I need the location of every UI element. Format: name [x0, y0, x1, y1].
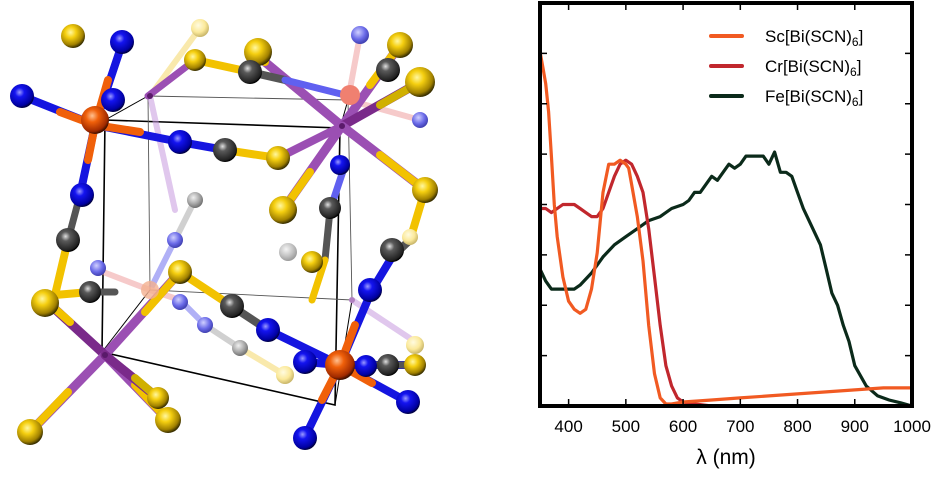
sulfur-atom	[404, 354, 426, 376]
bismuth-atom-back	[349, 297, 355, 303]
x-axis-ticks	[567, 3, 913, 406]
atoms	[10, 24, 438, 450]
nitrogen-atom	[293, 426, 317, 450]
legend-item-cr: Cr[Bi(SCN)6]	[709, 57, 861, 79]
legend-label-cr: Cr[Bi(SCN)6]	[765, 57, 861, 79]
chart-svg: 400 500 600 700 800 900 1000 λ (nm) Sc[Bi(SCN)…	[538, 1, 931, 469]
series-line-fe	[538, 150, 913, 408]
sulfur-atom	[168, 260, 192, 284]
carbon-atom	[380, 238, 404, 262]
carbon-atom	[213, 138, 237, 162]
legend-item-fe: Fe[Bi(SCN)6]	[709, 87, 863, 109]
sulfur-atom-back	[191, 19, 209, 37]
nitrogen-atom-back	[172, 294, 188, 310]
nitrogen-atom	[168, 130, 192, 154]
carbon-atom	[220, 294, 244, 318]
nitrogen-atom	[355, 355, 377, 377]
carbon-atom	[376, 58, 400, 82]
nitrogen-atom	[293, 350, 317, 374]
x-tick-label: 900	[841, 417, 869, 436]
nitrogen-atom	[358, 278, 382, 302]
carbon-atom-back	[187, 192, 203, 208]
x-tick-label: 700	[726, 417, 754, 436]
nitrogen-atom	[101, 88, 125, 112]
x-tick-label: 600	[669, 417, 697, 436]
bismuth-atom-back	[147, 93, 153, 99]
sulfur-atom	[405, 67, 435, 97]
carbon-atom-back	[232, 340, 248, 356]
carbon-atom-back	[279, 243, 297, 261]
plot-lines	[538, 51, 913, 408]
metal-atom	[81, 106, 109, 134]
nitrogen-atom-back	[351, 26, 369, 44]
x-axis-tick-labels: 400 500 600 700 800 900 1000	[554, 417, 930, 436]
sulfur-atom	[184, 49, 206, 71]
carbon-atom	[56, 228, 80, 252]
sulfur-atom	[17, 419, 43, 445]
x-axis-label: λ (nm)	[696, 446, 756, 469]
x-tick-label: 1000	[893, 417, 931, 436]
nitrogen-atom	[330, 155, 350, 175]
nitrogen-atom-back	[167, 232, 183, 248]
metal-atom-back	[340, 85, 360, 105]
sulfur-atom-back	[406, 336, 424, 354]
sulfur-atom	[244, 38, 272, 66]
series-line-cr	[540, 158, 912, 408]
metal-atom-back	[141, 281, 159, 299]
metal-atom	[325, 350, 355, 380]
legend-label-fe: Fe[Bi(SCN)6]	[765, 87, 863, 109]
absorbance-chart: 400 500 600 700 800 900 1000 λ (nm) Sc[Bi(SCN)…	[520, 0, 945, 472]
nitrogen-atom	[110, 30, 134, 54]
nitrogen-atom	[10, 84, 34, 108]
nitrogen-atom-back	[412, 112, 428, 128]
nitrogen-atom	[396, 390, 420, 414]
x-tick-label: 500	[612, 417, 640, 436]
carbon-atom	[377, 354, 399, 376]
crystal-structure-figure	[0, 0, 470, 472]
y-axis-ticks	[540, 52, 912, 357]
sulfur-atom	[266, 146, 290, 170]
carbon-atom	[319, 197, 341, 219]
back-atoms	[90, 19, 428, 384]
carbon-atom	[79, 281, 101, 303]
x-tick-label: 800	[783, 417, 811, 436]
sulfur-atom	[147, 387, 169, 409]
bismuth-atom	[339, 123, 345, 129]
crystal-structure-svg	[10, 19, 438, 450]
legend: Sc[Bi(SCN)6] Cr[Bi(SCN)6] Fe[Bi(SCN)6]	[709, 27, 863, 109]
sulfur-atom	[31, 289, 59, 317]
legend-label-sc: Sc[Bi(SCN)6]	[765, 27, 863, 49]
sulfur-atom	[387, 32, 413, 58]
sulfur-atom	[269, 196, 297, 224]
series-line-sc	[538, 51, 912, 406]
legend-item-sc: Sc[Bi(SCN)6]	[709, 27, 863, 49]
carbon-atom	[238, 60, 262, 84]
x-tick-label: 400	[554, 417, 582, 436]
sulfur-atom-back	[402, 229, 418, 245]
nitrogen-atom	[70, 183, 94, 207]
nitrogen-atom-back	[197, 317, 213, 333]
sulfur-atom	[61, 24, 85, 48]
sulfur-atom	[155, 407, 181, 433]
nitrogen-atom-back	[90, 260, 106, 276]
sulfur-atom-back	[276, 366, 294, 384]
sulfur-atom	[301, 251, 323, 273]
bismuth-atom	[102, 352, 108, 358]
nitrogen-atom	[256, 318, 280, 342]
sulfur-atom	[412, 177, 438, 203]
